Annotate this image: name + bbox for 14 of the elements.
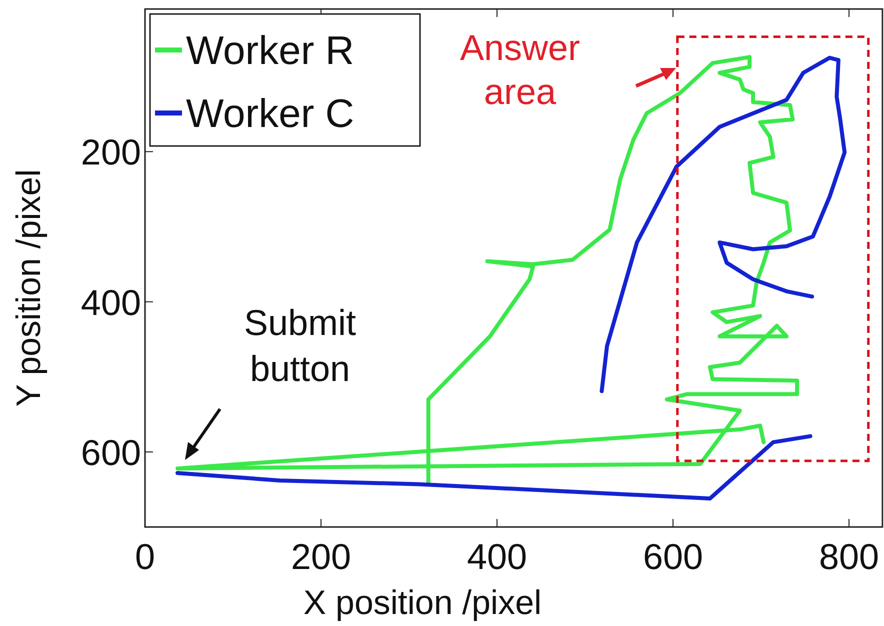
legend-label: Worker R (186, 29, 354, 73)
y-tick-label: 400 (80, 282, 141, 323)
y-axis-title: Y position /pixel (10, 169, 48, 407)
annotation: Submit button (244, 302, 356, 389)
x-tick-label: 600 (642, 536, 704, 577)
y-tick-label: 200 (80, 132, 141, 173)
legend-label: Worker C (186, 92, 354, 136)
x-axis-title: X position /pixel (303, 584, 542, 622)
annotation: Answer area (460, 27, 580, 112)
x-tick-label: 800 (818, 536, 880, 577)
x-tick-label: 400 (466, 536, 528, 577)
x-tick-label: 0 (134, 536, 156, 577)
y-tick-label: 600 (80, 432, 141, 473)
x-tick-label: 200 (290, 536, 352, 577)
